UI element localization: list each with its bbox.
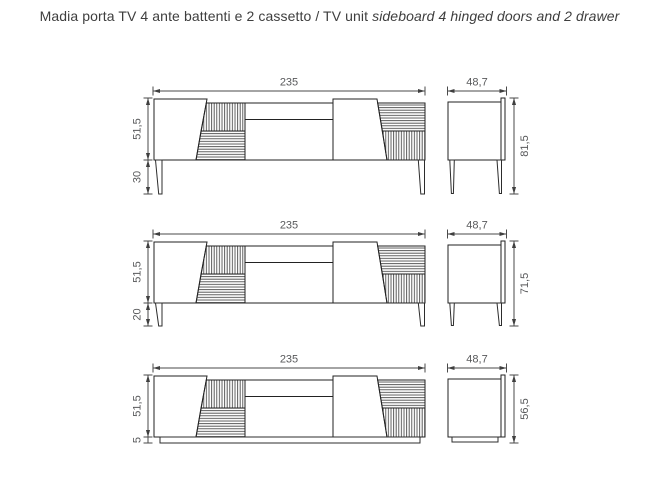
- total-height-dimension: 71,5: [509, 240, 531, 327]
- front-plinth: [159, 436, 421, 444]
- side-plinth: [451, 436, 499, 443]
- depth-label: 48,7: [466, 77, 487, 89]
- front-left-leg: [154, 302, 163, 327]
- side-right-leg: [496, 302, 502, 326]
- depth-label: 48,7: [466, 354, 487, 366]
- total-height-label: 81,5: [519, 135, 531, 156]
- total-height-label: 56,5: [519, 398, 531, 419]
- title-text-italian: Madia porta TV 4 ante battenti e 2 casse…: [39, 8, 373, 24]
- height-dimension: 51,5 30: [132, 97, 153, 195]
- depth-dimension: 48,7: [447, 354, 507, 373]
- side-view-body: [447, 374, 506, 438]
- front-width-dimension: 235: [152, 77, 426, 96]
- height-dimension: 51,5 20: [132, 240, 153, 327]
- base-height-label: 5: [132, 437, 144, 443]
- variant-row-3: 235 51,5 5 48,7 56,5: [132, 354, 531, 444]
- depth-dimension: 48,7: [447, 220, 507, 239]
- body-height-label: 51,5: [132, 261, 144, 282]
- body-height-label: 51,5: [132, 395, 144, 416]
- total-height-dimension: 56,5: [509, 374, 531, 444]
- front-width-dimension: 235: [152, 220, 426, 239]
- front-width-label: 235: [280, 77, 298, 89]
- front-right-leg: [417, 302, 425, 327]
- total-height-dimension: 81,5: [509, 97, 531, 195]
- depth-dimension: 48,7: [447, 77, 507, 96]
- base-height-label: 30: [132, 171, 144, 183]
- side-left-leg: [449, 302, 455, 326]
- front-width-dimension: 235: [152, 354, 426, 373]
- front-view-body: [153, 241, 426, 304]
- variant-row-1: 235 51,5 30 48,7 81,5: [132, 77, 531, 195]
- side-view-body: [447, 240, 506, 304]
- front-width-label: 235: [280, 354, 298, 366]
- variant-row-2: 235 51,5 20 48,7 71,5: [132, 220, 531, 327]
- front-view-body: [153, 375, 426, 438]
- side-right-leg: [496, 159, 502, 194]
- page-title: Madia porta TV 4 ante battenti e 2 casse…: [0, 8, 659, 24]
- body-height-label: 51,5: [132, 118, 144, 139]
- depth-label: 48,7: [466, 220, 487, 232]
- front-view-body: [153, 98, 426, 161]
- base-height-label: 20: [132, 308, 144, 320]
- total-height-label: 71,5: [519, 273, 531, 294]
- front-width-label: 235: [280, 220, 298, 232]
- front-left-leg: [154, 159, 163, 195]
- title-text-english: sideboard 4 hinged doors and 2 drawer: [372, 8, 620, 24]
- height-dimension: 51,5 5: [132, 374, 153, 444]
- front-right-leg: [417, 159, 425, 195]
- side-view-body: [447, 97, 506, 161]
- side-left-leg: [449, 159, 455, 194]
